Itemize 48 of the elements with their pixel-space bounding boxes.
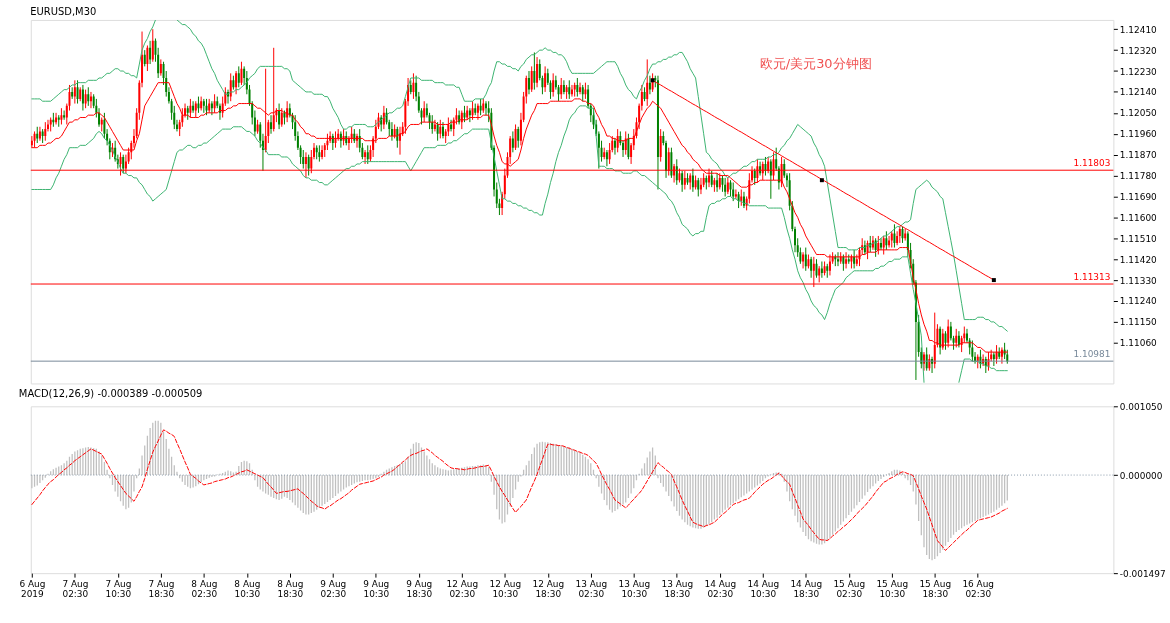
ref-line-label: 1.10981: [1073, 349, 1111, 360]
ref-line-label: 1.11803: [1073, 158, 1111, 169]
x-tick-label: 12 Aug 18:30: [532, 578, 565, 600]
x-tick-label: 13 Aug 02:30: [575, 578, 608, 600]
x-tick-label: 9 Aug 10:30: [363, 578, 390, 600]
y-tick-label: 1.12140: [1119, 87, 1158, 98]
y-tick-label: -0.001497: [1119, 568, 1166, 579]
y-tick-label: 1.11870: [1119, 150, 1158, 161]
y-tick-label: 1.12230: [1119, 66, 1158, 77]
x-tick-label: 9 Aug 02:30: [320, 578, 347, 600]
x-tick-label: 6 Aug 2019: [19, 578, 46, 600]
x-tick-label: 7 Aug 10:30: [105, 578, 132, 600]
x-tick-label: 8 Aug 02:30: [191, 578, 218, 600]
x-tick-label: 14 Aug 10:30: [747, 578, 780, 600]
y-tick-label: 1.12320: [1119, 45, 1158, 56]
x-tick-label: 16 Aug 02:30: [962, 578, 995, 600]
x-tick-label: 8 Aug 10:30: [234, 578, 261, 600]
y-tick-label: 1.11420: [1119, 254, 1158, 265]
y-tick-label: 1.11960: [1119, 129, 1158, 140]
y-tick-label: 0.000000: [1119, 470, 1163, 481]
x-tick-label: 15 Aug 18:30: [919, 578, 952, 600]
x-tick-label: 15 Aug 10:30: [876, 578, 909, 600]
x-tick-label: 7 Aug 02:30: [62, 578, 89, 600]
y-tick-label: 1.11150: [1119, 317, 1158, 328]
x-tick-label: 8 Aug 18:30: [277, 578, 304, 600]
y-tick-label: 1.12410: [1119, 24, 1158, 35]
y-tick-label: 1.11600: [1119, 212, 1158, 223]
x-tick-label: 9 Aug 18:30: [406, 578, 433, 600]
chart-title: MACD(12,26,9) -0.000389 -0.000509: [18, 388, 203, 400]
y-tick-label: 1.11060: [1119, 338, 1158, 349]
y-tick-label: 1.11780: [1119, 171, 1158, 182]
chart-title: EURUSD,M30: [30, 5, 97, 17]
y-tick-label: 0.001050: [1119, 401, 1163, 412]
x-tick-label: 7 Aug 18:30: [148, 578, 175, 600]
x-tick-label: 12 Aug 10:30: [489, 578, 522, 600]
x-tick-label: 13 Aug 10:30: [618, 578, 651, 600]
y-tick-label: 1.11330: [1119, 275, 1158, 286]
x-tick-label: 14 Aug 02:30: [704, 578, 737, 600]
ref-line-label: 1.11313: [1073, 272, 1111, 283]
x-tick-label: 12 Aug 02:30: [446, 578, 479, 600]
x-tick-label: 13 Aug 18:30: [661, 578, 694, 600]
y-tick-label: 1.11690: [1119, 191, 1158, 202]
y-tick-label: 1.11240: [1119, 296, 1158, 307]
x-tick-label: 15 Aug 02:30: [833, 578, 866, 600]
x-tick-label: 14 Aug 18:30: [790, 578, 823, 600]
y-tick-label: 1.11510: [1119, 233, 1158, 244]
annotation: 欧元/美元30分钟图: [759, 55, 872, 71]
y-tick-label: 1.12050: [1119, 108, 1158, 119]
